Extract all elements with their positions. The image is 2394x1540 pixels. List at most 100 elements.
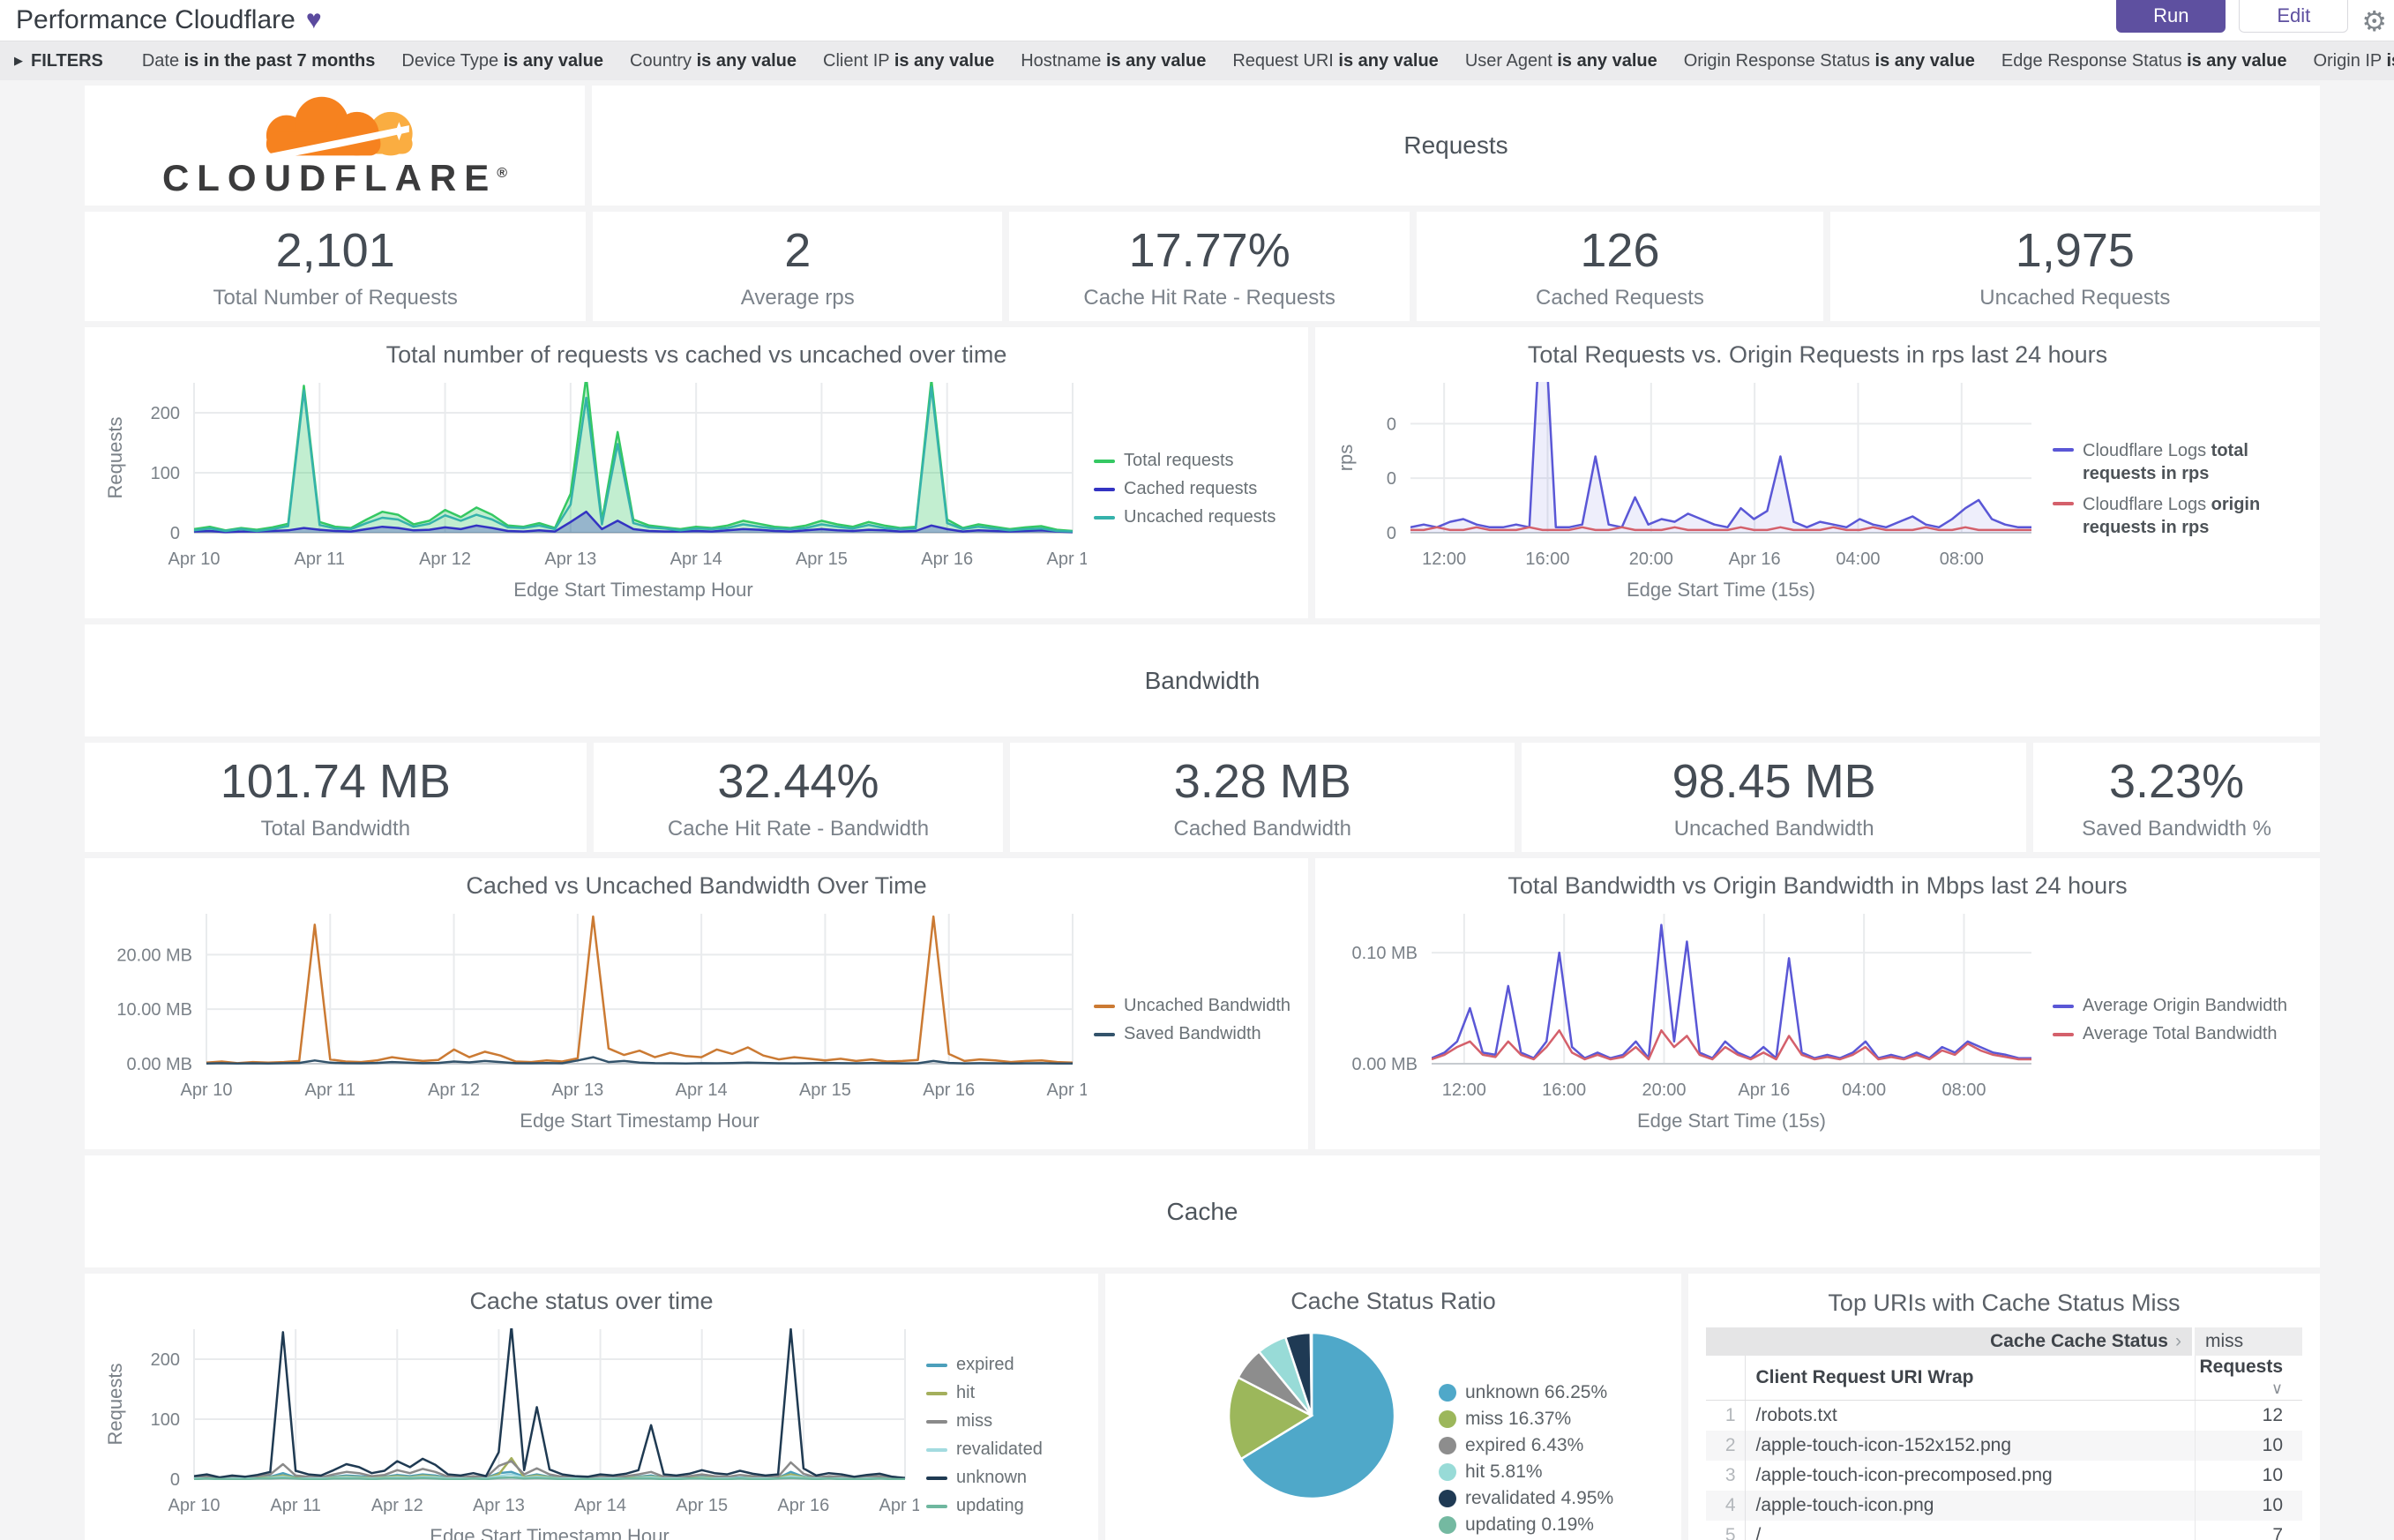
- uri-column-header[interactable]: Client Request URI Wrap: [1745, 1356, 2195, 1401]
- kpi-label: Cached Bandwidth: [1173, 816, 1351, 841]
- svg-text:Apr 12: Apr 12: [428, 1080, 480, 1100]
- table-row[interactable]: 4/apple-touch-icon.png 10: [1706, 1491, 2302, 1521]
- bandwidth-over-time-chart[interactable]: 0.00 MB 10.00 MB 20.00 MB Apr 10 Apr 11 Apr 1…: [99, 903, 1087, 1138]
- legend-label: updating: [956, 1496, 1024, 1515]
- kpi-tile: 2 Average rps: [593, 212, 1003, 321]
- legend-label: revalidated: [956, 1439, 1043, 1459]
- gear-icon[interactable]: ⚙: [2361, 5, 2387, 37]
- table-row[interactable]: 1/robots.txt 12: [1706, 1400, 2302, 1431]
- requests-cell: 10: [2194, 1461, 2302, 1491]
- requests-cell: 10: [2194, 1431, 2302, 1461]
- svg-text:Apr 11: Apr 11: [305, 1080, 355, 1100]
- table-row[interactable]: 5 / 7: [1706, 1521, 2302, 1540]
- legend-label: Average Origin Bandwidth: [2083, 996, 2287, 1015]
- filters-label[interactable]: ▶ FILTERS: [14, 50, 103, 71]
- chart-title: Total Requests vs. Origin Requests in rp…: [1527, 341, 2108, 368]
- row-number: 4: [1706, 1491, 1746, 1521]
- svg-text:Apr 14: Apr 14: [574, 1496, 626, 1515]
- pie-legend-label: unknown 66.25%: [1465, 1382, 1608, 1402]
- kpi-row-bandwidth: 101.74 MB Total Bandwidth 32.44% Cache Hit …: [85, 743, 2321, 852]
- filter-item[interactable]: Hostname is any value: [1021, 50, 1207, 71]
- svg-text:Edge Start Timestamp Hour: Edge Start Timestamp Hour: [520, 1110, 759, 1132]
- filter-item[interactable]: Device Type is any value: [401, 50, 604, 71]
- legend-item[interactable]: Uncached Bandwidth: [1094, 996, 1291, 1016]
- table-row[interactable]: 3/apple-touch-icon-precomposed.png 10: [1706, 1461, 2302, 1491]
- svg-text:Edge Start Time (15s): Edge Start Time (15s): [1627, 579, 1815, 601]
- pie-legend-item[interactable]: revalidated 4.95%: [1439, 1488, 1613, 1509]
- kpi-label: Uncached Bandwidth: [1673, 816, 1874, 841]
- row-number: 2: [1706, 1431, 1746, 1461]
- chart-tile-bandwidth-over-time: Cached vs Uncached Bandwidth Over Time 0…: [85, 858, 1308, 1149]
- legend-label: Cached requests: [1124, 479, 1258, 498]
- filter-item[interactable]: Request URI is any value: [1232, 50, 1439, 71]
- legend-item[interactable]: Average Origin Bandwidth: [2053, 996, 2287, 1016]
- legend-item[interactable]: Cloudflare Logs origin requests in rps: [2053, 493, 2284, 539]
- dashboard-content: CLOUDFLARE® Requests 2,101 Total Number o…: [0, 80, 2394, 1540]
- section-banner-cache: Cache: [85, 1155, 2320, 1267]
- svg-text:Apr 17: Apr 17: [1047, 549, 1087, 569]
- legend-swatch: [1094, 460, 1115, 463]
- edit-button[interactable]: Edit: [2239, 0, 2349, 33]
- charts-row-bandwidth: Cached vs Uncached Bandwidth Over Time 0…: [85, 858, 2320, 1149]
- filter-item[interactable]: Date is in the past 7 months: [141, 50, 376, 71]
- pivot-field[interactable]: Cache Cache Status ›: [1706, 1327, 2192, 1356]
- pie-legend-item[interactable]: updating 0.19%: [1439, 1514, 1613, 1536]
- kpi-value: 32.44%: [717, 754, 879, 808]
- legend-item[interactable]: updating: [926, 1496, 1043, 1516]
- filter-items: Date is in the past 7 months Device Type …: [142, 51, 2394, 71]
- filter-item[interactable]: Origin IP is any value: [2313, 50, 2394, 71]
- cache-ratio-pie[interactable]: [1225, 1329, 1398, 1502]
- svg-text:0: 0: [1387, 524, 1396, 543]
- legend-item[interactable]: Uncached requests: [1094, 507, 1276, 527]
- pie-legend-item[interactable]: expired 6.43%: [1439, 1435, 1613, 1456]
- chart-legend: Total requests Cached requests Uncached re…: [1094, 451, 1276, 527]
- svg-text:Apr 16: Apr 16: [1729, 549, 1781, 569]
- kpi-value: 101.74 MB: [220, 754, 451, 808]
- pie-legend-item[interactable]: miss 16.37%: [1439, 1409, 1613, 1430]
- legend-item[interactable]: revalidated: [926, 1439, 1043, 1460]
- requests-cell: 12: [2194, 1400, 2302, 1431]
- requests-column-header[interactable]: Requests ∨: [2194, 1356, 2302, 1401]
- requests-over-time-chart[interactable]: 0 100 200 Apr 10 Apr 11 Apr 12 Apr 13 Apr 14 Apr…: [99, 372, 1087, 607]
- legend-item[interactable]: Cached requests: [1094, 479, 1276, 499]
- bandwidth-24h-chart[interactable]: 0.00 MB 0.10 MB 12:00 16:00 20:00 Apr 16 04:00…: [1329, 903, 2046, 1138]
- filter-item[interactable]: Country is any value: [630, 50, 797, 71]
- filter-item[interactable]: Origin Response Status is any value: [1683, 50, 1975, 71]
- filter-item[interactable]: Edge Response Status is any value: [2001, 50, 2287, 71]
- svg-text:Apr 15: Apr 15: [796, 549, 848, 569]
- chart-tile-bandwidth-24h: Total Bandwidth vs Origin Bandwidth in M…: [1315, 858, 2320, 1149]
- kpi-label: Uncached Requests: [1979, 285, 2171, 310]
- requests-cell: 7: [2194, 1521, 2302, 1540]
- rps-24h-chart[interactable]: 0 0 0 12:00 16:00 20:00 Apr 16 04:00 08:00 rps Edg…: [1329, 372, 2046, 607]
- pie-legend-item[interactable]: hit 5.81%: [1439, 1462, 1613, 1483]
- pie-legend-item[interactable]: unknown 66.25%: [1439, 1382, 1613, 1403]
- cache-status-chart[interactable]: 0 100 200 Apr 10 Apr 11 Apr 12 Apr 13 Apr 14 Apr…: [99, 1319, 919, 1540]
- legend-item[interactable]: Total requests: [1094, 451, 1276, 471]
- legend-swatch: [2053, 448, 2074, 452]
- legend-item[interactable]: Average Total Bandwidth: [2053, 1024, 2287, 1044]
- svg-text:12:00: 12:00: [1442, 1080, 1486, 1100]
- filter-item[interactable]: User Agent is any value: [1464, 50, 1657, 71]
- svg-text:Apr 15: Apr 15: [676, 1496, 728, 1515]
- section-banner-bandwidth: Bandwidth: [85, 624, 2320, 736]
- legend-item[interactable]: expired: [926, 1355, 1043, 1375]
- legend-swatch: [1094, 1033, 1115, 1036]
- cloudflare-cloud-icon: [258, 96, 413, 162]
- legend-item[interactable]: unknown: [926, 1468, 1043, 1488]
- legend-item[interactable]: hit: [926, 1383, 1043, 1403]
- legend-swatch: [2053, 1005, 2074, 1008]
- run-button[interactable]: Run: [2116, 0, 2226, 33]
- svg-text:Apr 14: Apr 14: [670, 549, 722, 569]
- page-title: Performance Cloudflare ♥: [16, 5, 322, 35]
- toolbar-actions: Run Edit ⚙: [2116, 0, 2387, 38]
- legend-item[interactable]: miss: [926, 1411, 1043, 1432]
- filter-item[interactable]: Client IP is any value: [823, 50, 995, 71]
- table-row[interactable]: 2/apple-touch-icon-152x152.png 10: [1706, 1431, 2302, 1461]
- legend-item[interactable]: Cloudflare Logs total requests in rps: [2053, 439, 2284, 485]
- kpi-tile: 3.23% Saved Bandwidth %: [2033, 743, 2321, 852]
- svg-text:Edge Start Time (15s): Edge Start Time (15s): [1637, 1110, 1826, 1132]
- kpi-label: Total Bandwidth: [260, 816, 411, 841]
- legend-item[interactable]: Saved Bandwidth: [1094, 1024, 1291, 1044]
- svg-text:0: 0: [1387, 469, 1396, 489]
